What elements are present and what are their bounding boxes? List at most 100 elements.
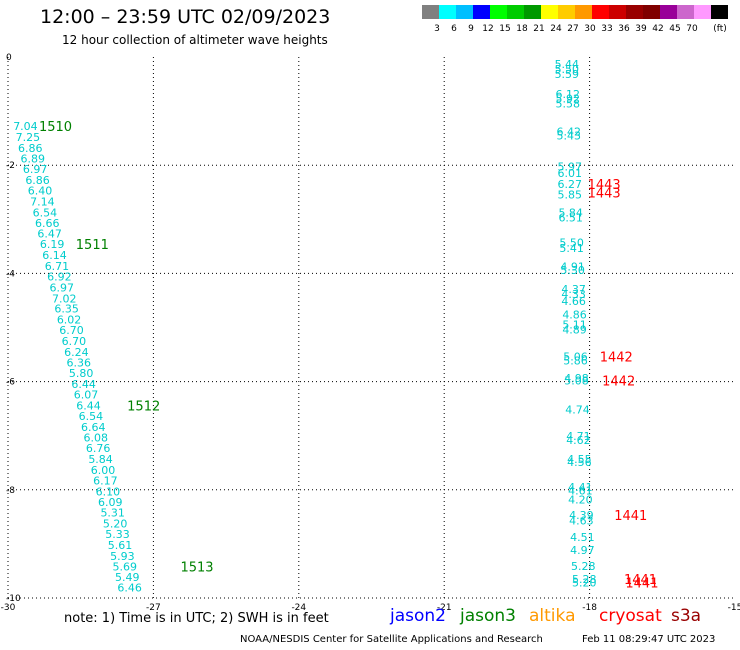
wave-height-label: 6.54 xyxy=(79,410,104,423)
wave-height-label: 5.41 xyxy=(559,242,584,255)
colorbar-tick-label: 24 xyxy=(550,24,562,34)
wave-height-label: 5.97 xyxy=(557,160,582,173)
wave-height-label: 5.30 xyxy=(560,264,585,277)
wave-height-label: 4.62 xyxy=(566,434,591,447)
wave-height-label: 6.66 xyxy=(35,217,60,230)
wave-height-label: 5.11 xyxy=(562,318,587,331)
wave-height-label: 6.10 xyxy=(96,485,121,498)
wave-height-label: 6.92 xyxy=(47,271,72,284)
y-tick-label: -10 xyxy=(6,594,21,604)
wave-height-label: 6.54 xyxy=(33,206,58,219)
wave-height-label: 5.58 xyxy=(556,98,581,111)
pass-time-label: 1511 xyxy=(76,238,109,253)
wave-height-label: 6.17 xyxy=(93,475,118,488)
colorbar-swatch xyxy=(660,5,677,19)
wave-height-label: 4.91 xyxy=(560,260,585,273)
generation-timestamp: Feb 11 08:29:47 UTC 2023 xyxy=(582,634,716,645)
wave-height-label: 6.97 xyxy=(23,163,48,176)
wave-height-label: 6.35 xyxy=(54,303,79,316)
wave-height-label: 5.50 xyxy=(559,237,584,250)
wave-height-label: 6.24 xyxy=(64,346,89,359)
wave-height-label: 5.06 xyxy=(563,351,588,364)
wave-height-label: 5.28 xyxy=(571,560,596,573)
colorbar-swatch xyxy=(541,5,558,19)
x-tick-label: -21 xyxy=(437,603,452,613)
colorbar-swatch xyxy=(473,5,490,19)
wave-height-label: 5.20 xyxy=(572,576,597,589)
colorbar-tick-label: 18 xyxy=(516,24,528,34)
y-tick-label: -2 xyxy=(6,161,15,171)
wave-height-label: 4.51 xyxy=(570,531,595,544)
footnote: note: 1) Time is in UTC; 2) SWH is in fe… xyxy=(64,611,329,626)
colorbar-swatch xyxy=(626,5,643,19)
wave-height-label: 5.31 xyxy=(100,507,125,520)
wave-height-label: 6.89 xyxy=(20,153,45,166)
colorbar-swatch xyxy=(558,5,575,19)
wave-height-label: 4.89 xyxy=(562,324,587,337)
colorbar-swatch xyxy=(456,5,473,19)
wave-height-label: 4.33 xyxy=(561,288,586,301)
wave-height-label: 6.08 xyxy=(83,431,108,444)
colorbar-tick-label: 30 xyxy=(584,24,596,34)
colorbar-tick-label: 6 xyxy=(451,24,457,34)
wave-height-label: 5.80 xyxy=(69,367,94,380)
colorbar-swatch xyxy=(677,5,694,19)
legend-altika: altika xyxy=(529,606,576,626)
wave-height-label: 5.61 xyxy=(108,539,133,552)
x-tick-label: -24 xyxy=(291,603,306,613)
wave-height-label: 4.97 xyxy=(570,544,595,557)
wave-height-label: 5.92 xyxy=(556,93,581,106)
pass-time-label: 1443 xyxy=(588,178,621,193)
wave-height-label: 4.66 xyxy=(561,295,586,308)
wave-height-label: 6.51 xyxy=(558,212,583,225)
pass-time-label: 1442 xyxy=(600,351,633,366)
wave-height-label: 4.74 xyxy=(565,404,590,417)
wave-height-label: 7.02 xyxy=(52,292,77,305)
chart-title: 12:00 – 23:59 UTC 02/09/2023 xyxy=(40,6,331,28)
wave-height-label: 4.37 xyxy=(561,283,586,296)
wave-height-label: 5.50 xyxy=(555,63,580,76)
colorbar-swatch xyxy=(609,5,626,19)
wave-height-label: 5.44 xyxy=(555,58,580,71)
wave-height-label: 7.25 xyxy=(16,131,41,144)
x-tick-label: -15 xyxy=(728,603,740,613)
colorbar-tick-label: 33 xyxy=(601,24,612,34)
wave-height-label: 5.84 xyxy=(88,453,113,466)
wave-height-label: 5.84 xyxy=(558,206,583,219)
colorbar-tick-label: 21 xyxy=(533,24,544,34)
wave-height-label: 6.70 xyxy=(59,324,84,337)
colorbar-swatch xyxy=(422,5,439,19)
legend-jason2: jason2 xyxy=(390,606,446,626)
wave-height-label: 5.85 xyxy=(557,188,582,201)
wave-height-label: 6.01 xyxy=(557,167,582,180)
wave-height-label: 4.56 xyxy=(567,456,592,469)
wave-height-label: 6.44 xyxy=(71,378,96,391)
credit-line: NOAA/NESDIS Center for Satellite Applica… xyxy=(240,634,543,645)
wave-height-label: 6.97 xyxy=(50,281,75,294)
colorbar-tick-label: 36 xyxy=(618,24,630,34)
colorbar-tick-label: 27 xyxy=(567,24,578,34)
x-tick-label: -27 xyxy=(146,603,161,613)
pass-time-label: 1441 xyxy=(625,576,658,591)
wave-height-label: 5.86 xyxy=(563,355,588,368)
wave-height-label: 5.59 xyxy=(555,68,580,81)
x-tick-label: -30 xyxy=(1,603,16,613)
colorbar-unit: (ft) xyxy=(713,24,727,34)
pass-time-label: 1441 xyxy=(614,509,647,524)
wave-height-label: 5.20 xyxy=(103,517,128,530)
wave-height-label: 5.93 xyxy=(110,550,135,563)
chart-subtitle: 12 hour collection of altimeter wave hei… xyxy=(62,33,328,47)
colorbar-swatch xyxy=(439,5,456,19)
wave-height-label: 6.40 xyxy=(28,185,53,198)
wave-height-label: 4.61 xyxy=(568,484,593,497)
pass-time-label: 1513 xyxy=(180,561,213,576)
wave-height-label: 6.44 xyxy=(76,399,101,412)
wave-height-label: 6.12 xyxy=(556,88,581,101)
wave-height-label: 4.63 xyxy=(569,515,594,528)
y-tick-label: 0 xyxy=(6,53,12,63)
legend-cryosat: cryosat xyxy=(599,606,662,626)
wave-height-label: 4.98 xyxy=(564,372,589,385)
wave-height-label: 4.86 xyxy=(562,309,587,322)
wave-height-label: 6.00 xyxy=(91,464,116,477)
